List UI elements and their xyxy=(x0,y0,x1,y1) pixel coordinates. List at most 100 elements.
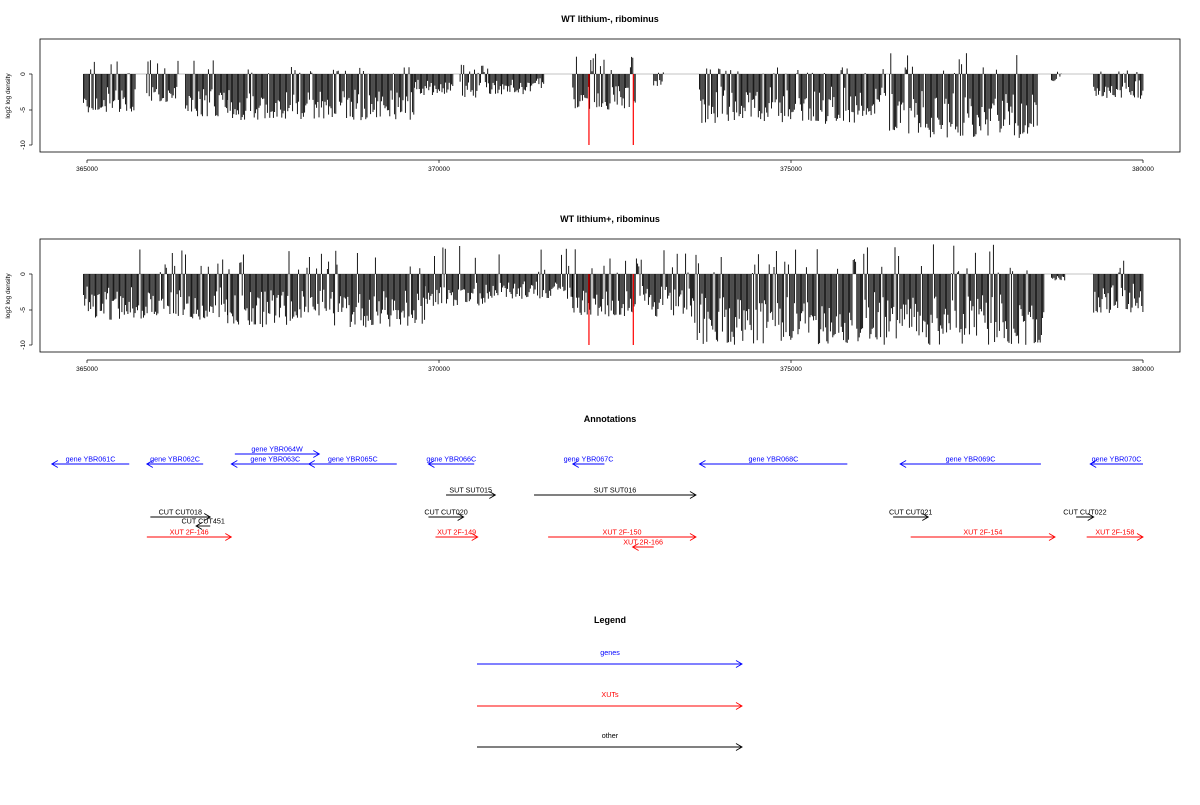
legend-label: genes xyxy=(600,648,620,657)
feature-arrow: XUT 2F-158 xyxy=(1086,528,1144,541)
feature-label: gene YBR063C xyxy=(250,455,300,464)
feature-arrow: XUT 2R-166 xyxy=(623,538,663,551)
x-tick-label: 375000 xyxy=(780,166,802,173)
feature-label: gene YBR069C xyxy=(946,455,996,464)
feature-arrowhead xyxy=(922,513,930,521)
x-tick-label: 380000 xyxy=(1132,166,1154,173)
feature-label: XUT 2F-146 xyxy=(170,528,209,537)
feature-arrowhead xyxy=(427,460,435,468)
feature-arrow: CUT CUT451 xyxy=(181,517,225,530)
coverage-panel-lithium-plus: WT lithium+, ribominus 0 -5 -10 log2 log… xyxy=(5,214,1181,373)
x-tick-label: 370000 xyxy=(428,366,450,373)
feature-label: XUT 2F-154 xyxy=(963,528,1002,537)
legend-arrowhead xyxy=(735,743,743,751)
coverage-bars xyxy=(83,244,1144,345)
feature-arrowhead xyxy=(203,513,212,521)
feature-label: SUT SUT015 xyxy=(449,486,492,495)
feature-label: XUT 2F-158 xyxy=(1095,528,1134,537)
feature-arrow: XUT 2F-149 xyxy=(435,528,479,541)
feature-arrow: gene YBR064W xyxy=(234,445,321,458)
feature-arrow: CUT CUT018 xyxy=(150,508,212,521)
legend-panel: Legend genes XUTs other xyxy=(477,615,743,751)
feature-label: gene YBR070C xyxy=(1092,455,1142,464)
feature-arrowhead xyxy=(689,491,697,499)
y-axis: 0 -5 -10 log2 log density xyxy=(5,72,33,150)
panel-title: WT lithium+, ribominus xyxy=(560,214,660,224)
feature-arrow: gene YBR061C xyxy=(50,455,130,468)
feature-arrowhead xyxy=(230,460,238,468)
feature-label: CUT CUT021 xyxy=(889,508,932,517)
feature-label: gene YBR065C xyxy=(328,455,378,464)
feature-arrowhead xyxy=(489,491,497,499)
feature-label: XUT 2F-150 xyxy=(603,528,642,537)
plot-frame xyxy=(39,38,1181,153)
feature-arrow: gene YBR065C xyxy=(307,455,397,468)
feature-arrowhead xyxy=(1048,533,1056,541)
feature-arrow: gene YBR068C xyxy=(698,455,848,468)
feature-arrowhead xyxy=(313,450,321,458)
feature-label: gene YBR067C xyxy=(564,455,614,464)
feature-arrow: gene YBR067C xyxy=(564,455,614,468)
feature-arrow: gene YBR063C xyxy=(230,455,320,468)
y-tick-label: 0 xyxy=(20,72,27,76)
feature-label: gene YBR062C xyxy=(150,455,200,464)
feature-arrowhead xyxy=(1136,533,1144,541)
feature-arrowhead xyxy=(1089,460,1097,468)
feature-arrowhead xyxy=(631,543,639,551)
feature-label: CUT CUT022 xyxy=(1063,508,1106,517)
feature-label: gene YBR064W xyxy=(251,445,303,454)
x-axis: 365000 370000 375000 380000 xyxy=(76,359,1154,373)
coverage-panel-lithium-minus: WT lithium-, ribominus 0 -5 -10 log2 log… xyxy=(5,14,1181,173)
feature-arrow: XUT 2F-146 xyxy=(146,528,233,541)
feature-label: CUT CUT451 xyxy=(181,517,224,526)
feature-arrowhead xyxy=(225,533,233,541)
feature-arrowhead xyxy=(50,460,59,468)
legend-title: Legend xyxy=(594,615,626,625)
feature-arrow: SUT SUT015 xyxy=(446,486,497,499)
feature-arrowhead xyxy=(1087,513,1095,521)
legend-entries: genes XUTs other xyxy=(477,648,743,751)
x-axis: 365000 370000 375000 380000 xyxy=(76,159,1154,173)
legend-entry: other xyxy=(477,731,743,751)
feature-label: XUT 2F-149 xyxy=(437,528,476,537)
y-axis-label: log2 log density xyxy=(5,273,12,319)
x-tick-label: 380000 xyxy=(1132,366,1154,373)
feature-arrow: gene YBR069C xyxy=(899,455,1041,468)
y-axis: 0 -5 -10 log2 log density xyxy=(5,272,33,350)
feature-arrow: gene YBR066C xyxy=(426,455,476,468)
feature-arrow: CUT CUT022 xyxy=(1063,508,1107,521)
feature-label: XUT 2R-166 xyxy=(623,538,663,547)
feature-label: gene YBR066C xyxy=(426,455,476,464)
y-axis-label: log2 log density xyxy=(5,73,12,119)
feature-label: CUT CUT020 xyxy=(424,508,467,517)
coverage-bars xyxy=(83,53,1144,145)
y-tick-label: -5 xyxy=(20,307,27,313)
feature-arrow: XUT 2F-150 xyxy=(548,528,697,541)
x-tick-label: 370000 xyxy=(428,166,450,173)
feature-arrowhead xyxy=(195,522,203,530)
feature-label: CUT CUT018 xyxy=(159,508,202,517)
legend-arrowhead xyxy=(735,702,743,710)
y-tick-label: -10 xyxy=(20,340,27,350)
legend-label: other xyxy=(602,731,619,740)
legend-arrowhead xyxy=(735,660,743,668)
feature-arrow: gene YBR070C xyxy=(1089,455,1143,468)
feature-label: SUT SUT016 xyxy=(594,486,637,495)
feature-arrowhead xyxy=(689,533,697,541)
feature-arrowhead xyxy=(307,460,315,468)
feature-arrowhead xyxy=(471,533,479,541)
feature-arrowhead xyxy=(571,460,579,468)
feature-arrow: CUT CUT021 xyxy=(889,508,932,521)
y-tick-label: -10 xyxy=(20,140,27,150)
legend-entry: XUTs xyxy=(477,690,743,710)
panel-title: WT lithium-, ribominus xyxy=(561,14,659,24)
y-tick-label: -5 xyxy=(20,107,27,113)
plot-frame xyxy=(39,238,1181,353)
x-tick-label: 375000 xyxy=(780,366,802,373)
feature-arrowhead xyxy=(457,513,465,521)
feature-arrowhead xyxy=(698,460,706,468)
x-tick-label: 365000 xyxy=(76,366,98,373)
x-tick-label: 365000 xyxy=(76,166,98,173)
